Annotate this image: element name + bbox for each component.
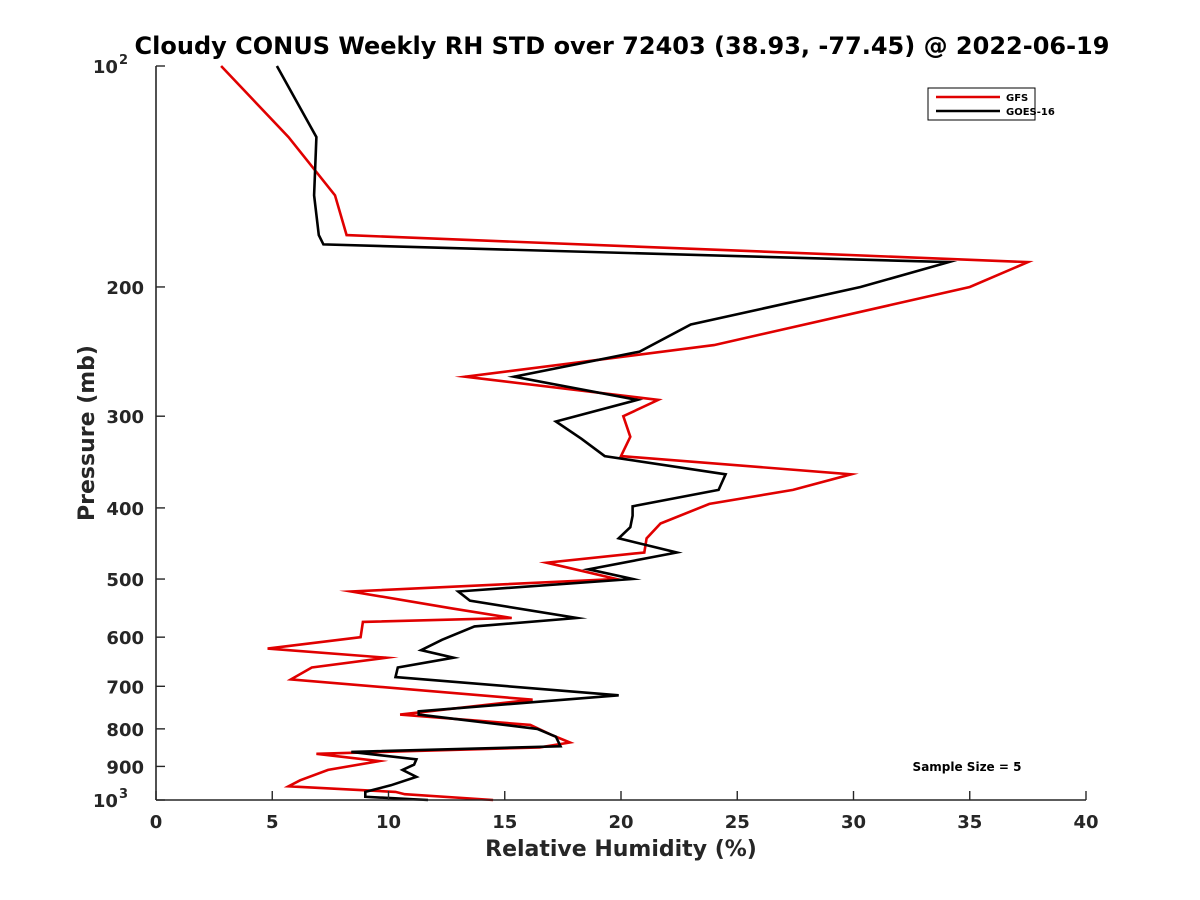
x-ticks: 0 5 10 15 20 25 30 35 40 (150, 791, 1099, 833)
sample-size-annotation: Sample Size = 5 (913, 760, 1022, 774)
x-tick-label-15: 15 (492, 812, 517, 833)
y-tick-label-300: 300 (106, 407, 144, 428)
x-tick-label-35: 35 (957, 812, 982, 833)
y-tick-label-200: 200 (106, 278, 144, 299)
series-line-gfs (220, 65, 1034, 802)
x-tick-label-20: 20 (608, 812, 633, 833)
series-group (220, 65, 1034, 802)
legend-label-goes-16: GOES-16 (1006, 107, 1055, 118)
y-tick-label-700: 700 (106, 677, 144, 698)
x-tick-label-30: 30 (841, 812, 866, 833)
y-tick-label-500: 500 (106, 570, 144, 591)
y-tick-label-400: 400 (106, 499, 144, 520)
x-tick-label-5: 5 (266, 812, 279, 833)
y-tick-label-800: 800 (106, 720, 144, 741)
x-tick-label-40: 40 (1073, 812, 1098, 833)
legend-label-gfs: GFS (1006, 93, 1028, 104)
x-tick-label-25: 25 (725, 812, 750, 833)
y-tick-label-900: 900 (106, 757, 144, 778)
x-tick-label-0: 0 (150, 812, 163, 833)
legend: GFS GOES-16 (927, 87, 1055, 121)
y-tick-label-600: 600 (106, 628, 144, 649)
y-axis-label: Pressure (mb) (75, 345, 100, 521)
x-tick-label-10: 10 (376, 812, 401, 833)
y-ticks: 102 200 300 400 500 600 700 800 900 103 (93, 53, 165, 812)
y-tick-label-1000: 103 (93, 787, 128, 812)
x-axis-label: Relative Humidity (%) (485, 837, 757, 862)
series-line-goes-16 (275, 65, 958, 802)
y-tick-label-100: 102 (93, 53, 128, 78)
chart-title: Cloudy CONUS Weekly RH STD over 72403 (3… (135, 32, 1110, 60)
legend-box (927, 87, 1036, 121)
